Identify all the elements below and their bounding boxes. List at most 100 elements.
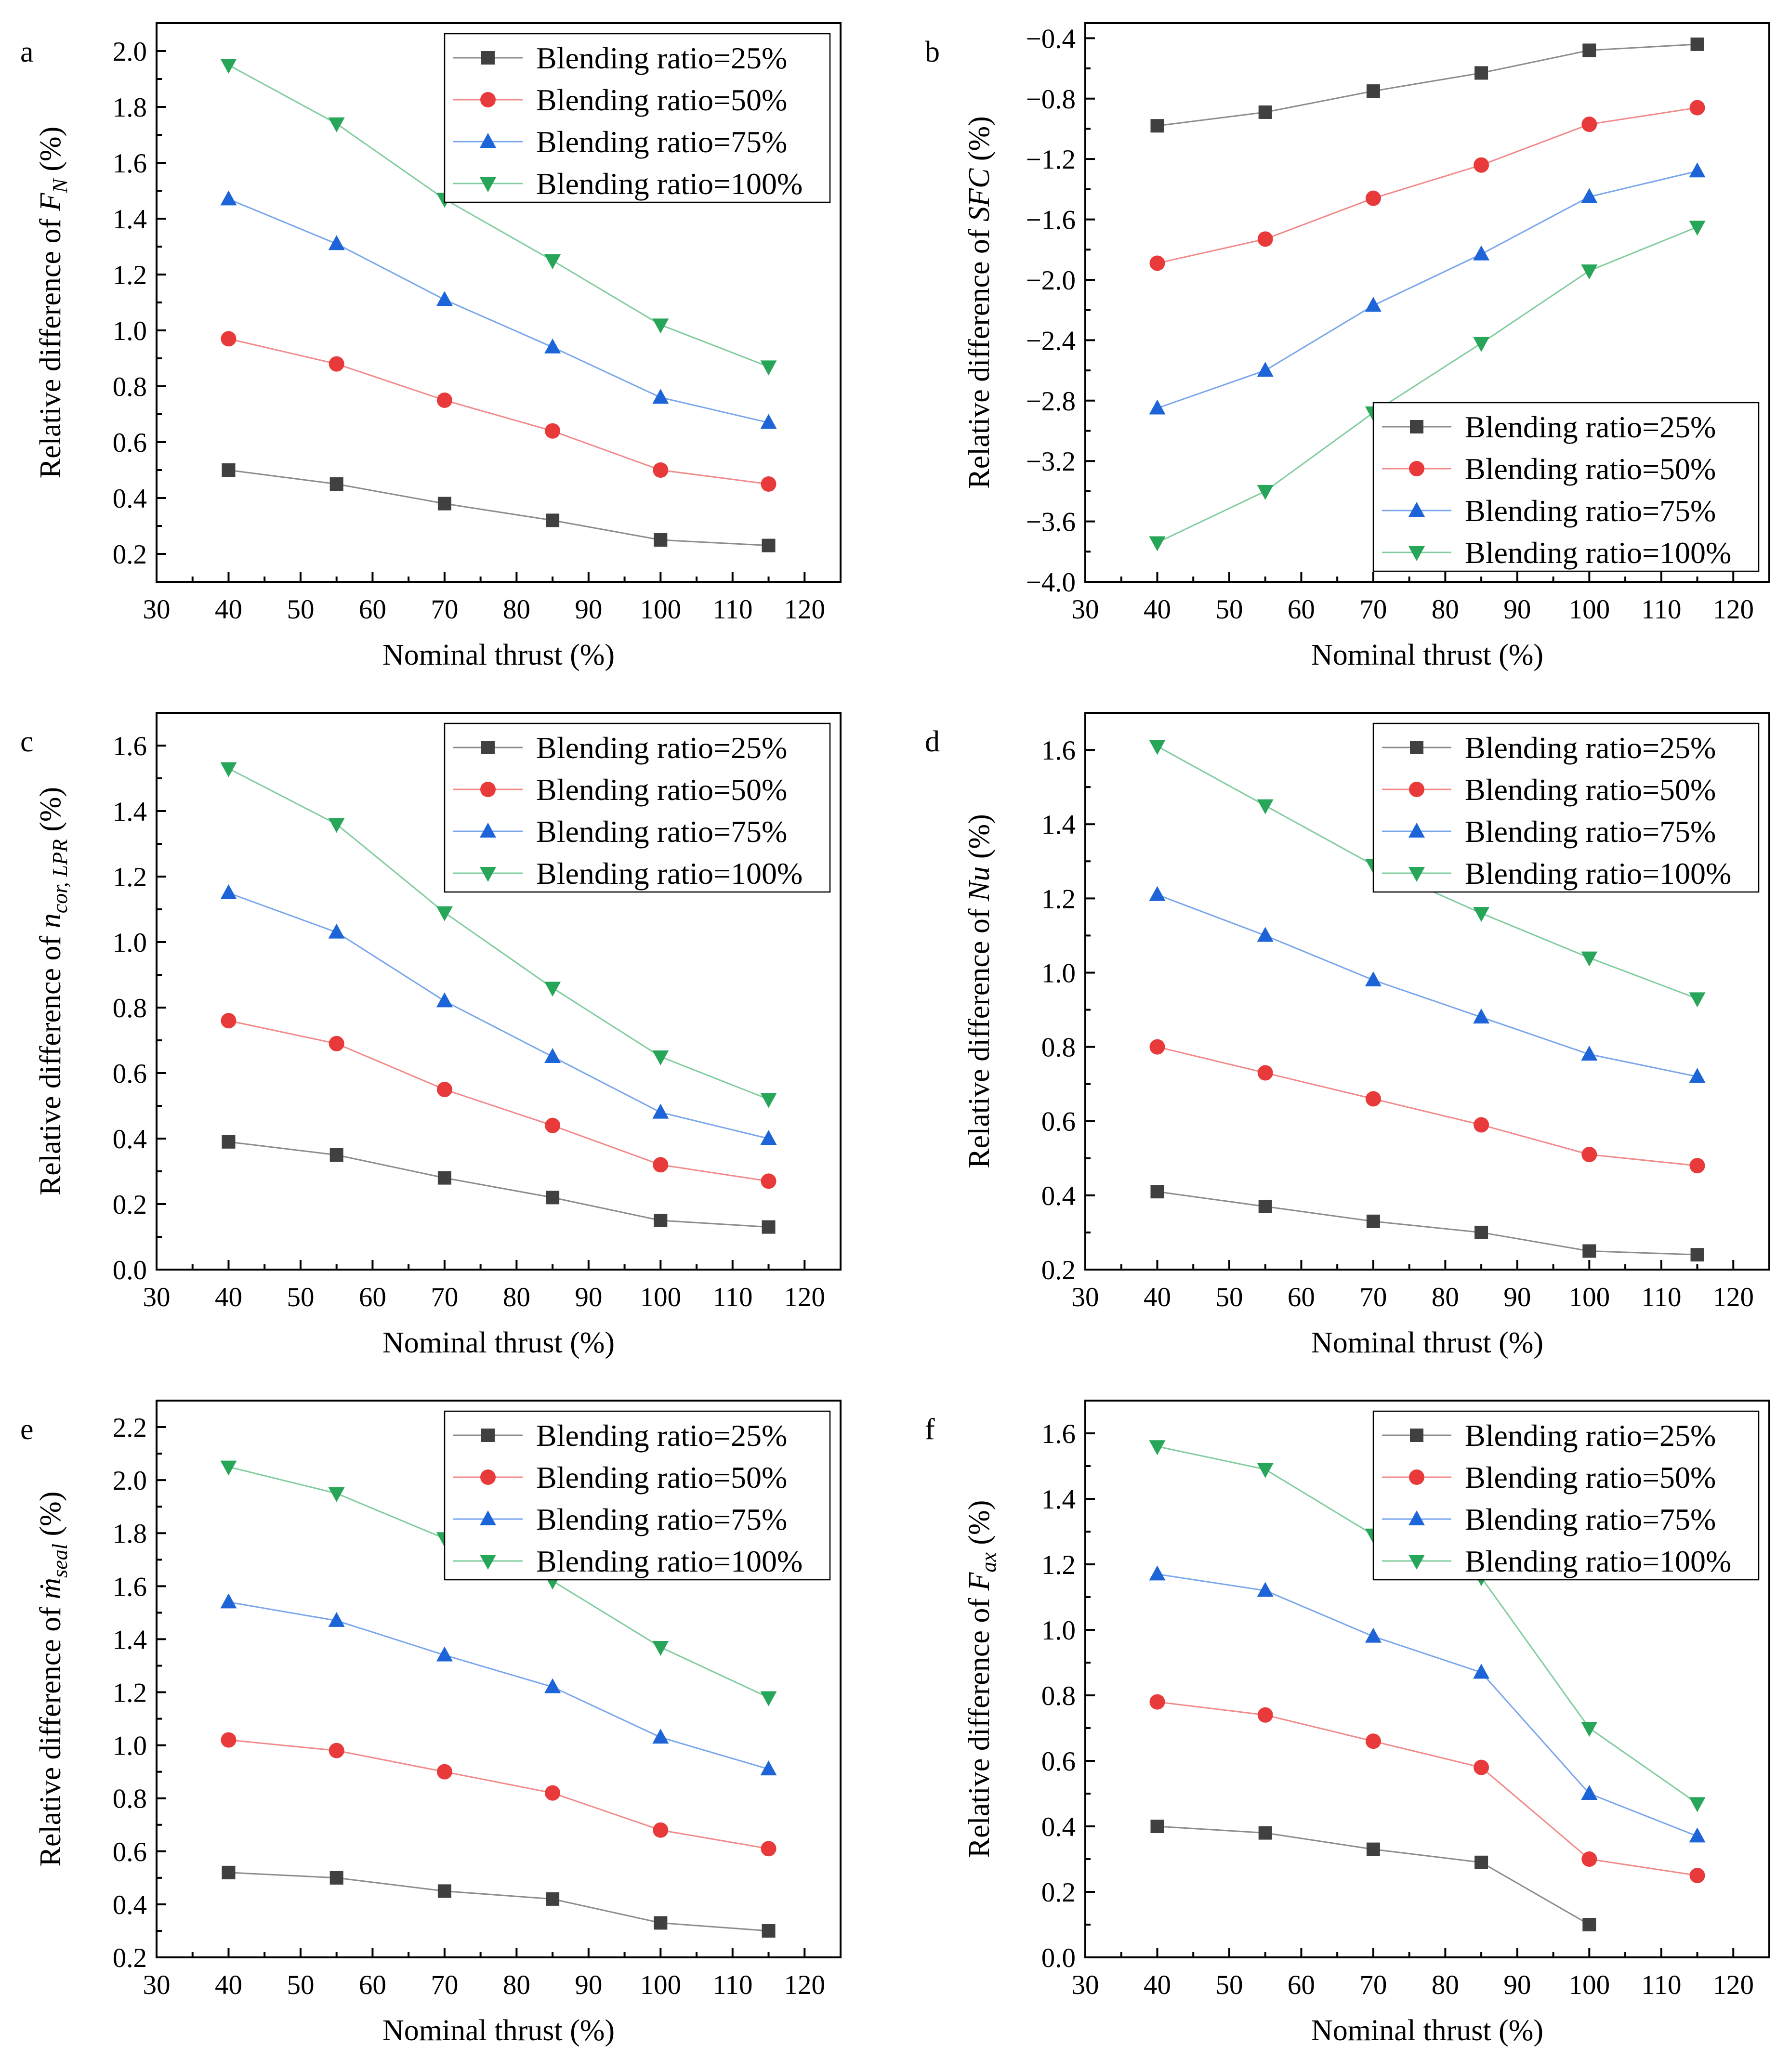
legend-marker (481, 51, 495, 65)
x-tick-label: 70 (1359, 594, 1387, 625)
legend-marker (480, 92, 496, 107)
plot-frame (1084, 712, 1770, 1271)
series-line (228, 768, 769, 1100)
legend-label: Blending ratio=50% (536, 83, 787, 117)
x-tick-label: 50 (287, 1282, 314, 1312)
x-tick-label: 80 (503, 1970, 530, 2000)
x-tick-label: 90 (1503, 594, 1531, 625)
x-tick-label: 80 (1432, 594, 1459, 625)
legend-marker (1410, 420, 1423, 433)
x-tick-label: 40 (1144, 1970, 1171, 2000)
data-point (544, 1678, 561, 1693)
data-point (1257, 799, 1274, 814)
y-tick-label: 0.6 (1041, 1107, 1076, 1137)
x-tick-label: 50 (287, 1970, 314, 2000)
y-tick-label: 1.6 (113, 1572, 147, 1602)
data-point (1581, 1147, 1597, 1163)
x-tick-label: 60 (1288, 1282, 1315, 1312)
x-tick-label: 60 (1288, 1970, 1315, 2000)
data-point (329, 356, 344, 372)
data-point (221, 331, 237, 347)
legend-marker (480, 782, 496, 797)
y-tick-label: 0.2 (1041, 1877, 1076, 1908)
data-point (1257, 927, 1274, 942)
x-tick-label: 100 (640, 1970, 682, 2000)
x-tick-label: 100 (1569, 1970, 1610, 2000)
x-axis-title: Nominal thrust (%) (382, 639, 615, 671)
x-tick-label: 30 (143, 1282, 171, 1312)
plot-frame (1084, 22, 1770, 583)
y-tick-label: 0.8 (113, 993, 147, 1023)
y-tick-label: −0.8 (1026, 84, 1076, 115)
x-axis-title: Nominal thrust (%) (1311, 1326, 1543, 1359)
x-tick-label: 50 (1215, 594, 1243, 625)
data-point (436, 1764, 452, 1780)
y-tick-label: 0.0 (113, 1255, 147, 1285)
legend-marker (1408, 867, 1425, 882)
data-point (220, 1460, 237, 1476)
y-axis-title: Relative difference of ncor, LPR (%) (34, 787, 72, 1195)
data-point (1365, 1091, 1381, 1107)
panel-letter: a (20, 36, 34, 68)
data-point (436, 1082, 452, 1097)
y-tick-label: 0.6 (113, 428, 147, 458)
series-line (1157, 1573, 1698, 1837)
data-point (1581, 188, 1598, 203)
data-point (760, 414, 777, 429)
data-point (1581, 1851, 1597, 1867)
data-point (328, 117, 345, 132)
legend-label: Blending ratio=50% (536, 1460, 787, 1495)
data-point (1474, 1855, 1488, 1869)
x-tick-label: 120 (784, 1282, 826, 1312)
data-point (1474, 157, 1489, 173)
panel-f: f Blending ratio=25%Blending ratio=50%Ble… (925, 1400, 1770, 2047)
x-tick-label: 50 (287, 594, 314, 625)
data-point (1258, 1826, 1272, 1840)
legend-label: Blending ratio=100% (1465, 1544, 1731, 1578)
data-point (1689, 1158, 1705, 1174)
y-tick-label: 0.2 (113, 539, 147, 570)
y-tick-label: −4.0 (1026, 567, 1076, 598)
data-point (329, 477, 343, 491)
series-line (228, 338, 769, 485)
data-point (760, 1093, 777, 1108)
data-point (1149, 399, 1166, 415)
x-tick-label: 40 (215, 1282, 242, 1312)
series-line (1157, 1825, 1590, 1926)
panel-letter: c (20, 725, 34, 758)
data-point (1581, 1785, 1598, 1800)
y-tick-label: 1.4 (113, 204, 147, 235)
x-tick-label: 80 (1432, 1970, 1459, 2000)
series-line (228, 1141, 769, 1228)
x-tick-label: 70 (1359, 1970, 1387, 2000)
y-axis-title: Relative difference of ṁseal (%) (34, 1492, 72, 1867)
series-line (1157, 170, 1698, 409)
data-point (221, 1013, 237, 1029)
data-point (220, 884, 237, 899)
y-tick-label: 0.4 (113, 1890, 147, 1920)
data-point (652, 1050, 669, 1065)
data-point (1689, 1797, 1706, 1812)
legend-marker (1409, 1469, 1424, 1485)
data-point (652, 1103, 669, 1119)
legend-marker (480, 133, 496, 148)
data-point (652, 1729, 669, 1744)
x-tick-label: 70 (1359, 1282, 1387, 1312)
data-point (1689, 1068, 1706, 1083)
data-point (1689, 1868, 1705, 1883)
x-tick-label: 40 (215, 594, 242, 625)
y-tick-label: 1.2 (1041, 884, 1076, 914)
data-point (222, 463, 236, 477)
series-line (1157, 43, 1698, 127)
data-point (545, 1785, 561, 1801)
legend-label: Blending ratio=25% (536, 41, 787, 75)
data-point (329, 1036, 344, 1051)
legend-label: Blending ratio=75% (1465, 814, 1716, 849)
y-axis-title: Relative difference of SFC (%) (963, 116, 996, 489)
data-point (329, 1148, 343, 1162)
legend-label: Blending ratio=100% (536, 167, 803, 201)
data-point (545, 1117, 561, 1133)
data-point (1582, 43, 1596, 57)
data-point (653, 462, 669, 478)
x-tick-label: 30 (143, 594, 171, 625)
